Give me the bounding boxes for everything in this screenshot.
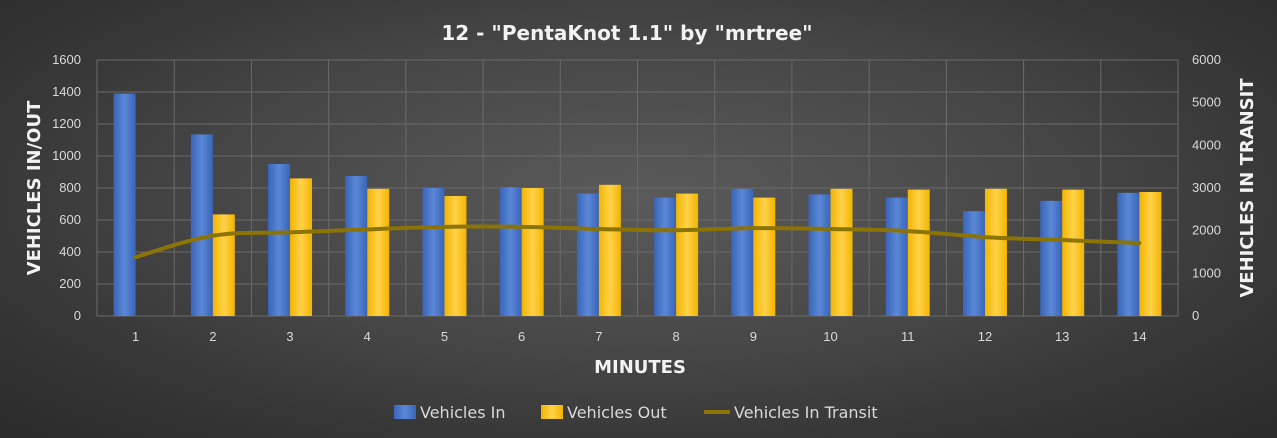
legend-swatch-vehicles-in: [394, 405, 416, 419]
bar-vehicles-out: [753, 197, 776, 316]
bar-vehicles-in: [654, 197, 677, 316]
bar-vehicles-out: [676, 193, 699, 316]
bar-vehicles-in: [962, 211, 985, 316]
bar-vehicles-in: [190, 134, 213, 316]
x-tick-label: 5: [441, 329, 448, 344]
y-tick-label: 1200: [52, 116, 81, 131]
bar-vehicles-in: [731, 188, 754, 316]
bar-vehicles-out: [907, 189, 930, 316]
y-axis-right-ticks: 0 1000 2000 3000 4000 5000 6000: [1192, 52, 1221, 323]
chart-title: 12 - "PentaKnot 1.1" by "mrtree": [441, 21, 812, 45]
bar-vehicles-in: [885, 197, 908, 316]
x-tick-label: 13: [1055, 329, 1069, 344]
x-tick-label: 7: [595, 329, 602, 344]
y-tick-label: 600: [59, 212, 81, 227]
bar-vehicles-in: [268, 164, 291, 316]
y-tick-label: 1400: [52, 84, 81, 99]
bar-vehicles-in: [345, 176, 368, 316]
bar-vehicles-out: [212, 214, 235, 316]
x-tick-label: 9: [750, 329, 757, 344]
y-tick-label: 1600: [52, 52, 81, 67]
bar-vehicles-in: [808, 194, 831, 316]
legend-label-vehicles-in-transit: Vehicles In Transit: [734, 403, 878, 422]
x-tick-label: 4: [364, 329, 371, 344]
legend-label-vehicles-in: Vehicles In: [420, 403, 506, 422]
x-tick-label: 2: [209, 329, 216, 344]
bar-vehicles-in: [576, 193, 599, 316]
bar-vehicles-out: [1139, 192, 1162, 316]
bar-vehicles-out: [521, 188, 544, 316]
y2-tick-label: 4000: [1192, 137, 1221, 152]
y-axis-title: VEHICLES IN/OUT: [24, 100, 45, 275]
x-tick-label: 12: [978, 329, 992, 344]
bar-vehicles-in: [499, 187, 522, 316]
y-axis-left-ticks: 0 200 400 600 800 1000 1200 1400 1600: [52, 52, 81, 323]
x-tick-label: 1: [132, 329, 139, 344]
y-tick-label: 800: [59, 180, 81, 195]
bar-vehicles-out: [444, 196, 467, 316]
x-axis-title: MINUTES: [594, 357, 686, 378]
y-tick-label: 0: [74, 308, 81, 323]
bar-vehicles-out: [984, 188, 1007, 316]
bar-vehicles-in: [1040, 200, 1063, 316]
bar-vehicles-in: [1117, 192, 1140, 316]
legend-swatch-vehicles-out: [541, 405, 563, 419]
y2-tick-label: 3000: [1192, 180, 1221, 195]
y2-tick-label: 0: [1192, 308, 1199, 323]
bar-vehicles-in: [422, 188, 445, 316]
bar-vehicles-out: [598, 184, 621, 316]
y2-tick-label: 2000: [1192, 223, 1221, 238]
x-axis-ticks: 1 2 3 4 5 6 7 8 9 10 11 12 13 14: [132, 329, 1147, 344]
x-tick-label: 11: [901, 329, 915, 344]
y-tick-label: 400: [59, 244, 81, 259]
x-tick-label: 10: [823, 329, 837, 344]
x-tick-label: 6: [518, 329, 525, 344]
legend: Vehicles In Vehicles Out Vehicles In Tra…: [394, 403, 878, 422]
y-tick-label: 200: [59, 276, 81, 291]
y2-tick-label: 5000: [1192, 95, 1221, 110]
bar-vehicles-out: [1062, 189, 1085, 316]
bar-vehicles-out: [830, 188, 853, 316]
bar-vehicles-out: [367, 188, 390, 316]
x-tick-label: 14: [1132, 329, 1146, 344]
legend-label-vehicles-out: Vehicles Out: [567, 403, 667, 422]
y-tick-label: 1000: [52, 148, 81, 163]
bar-vehicles-in: [113, 93, 136, 316]
x-tick-label: 3: [286, 329, 293, 344]
y2-axis-title: VEHICLES IN TRANSIT: [1237, 78, 1258, 298]
y2-tick-label: 6000: [1192, 52, 1221, 67]
gridlines: [96, 59, 1179, 317]
x-tick-label: 8: [672, 329, 679, 344]
bar-vehicles-out: [290, 178, 313, 316]
line-vehicles-in-transit: [133, 224, 1142, 260]
transit-line: [133, 224, 1142, 260]
y2-tick-label: 1000: [1192, 265, 1221, 280]
